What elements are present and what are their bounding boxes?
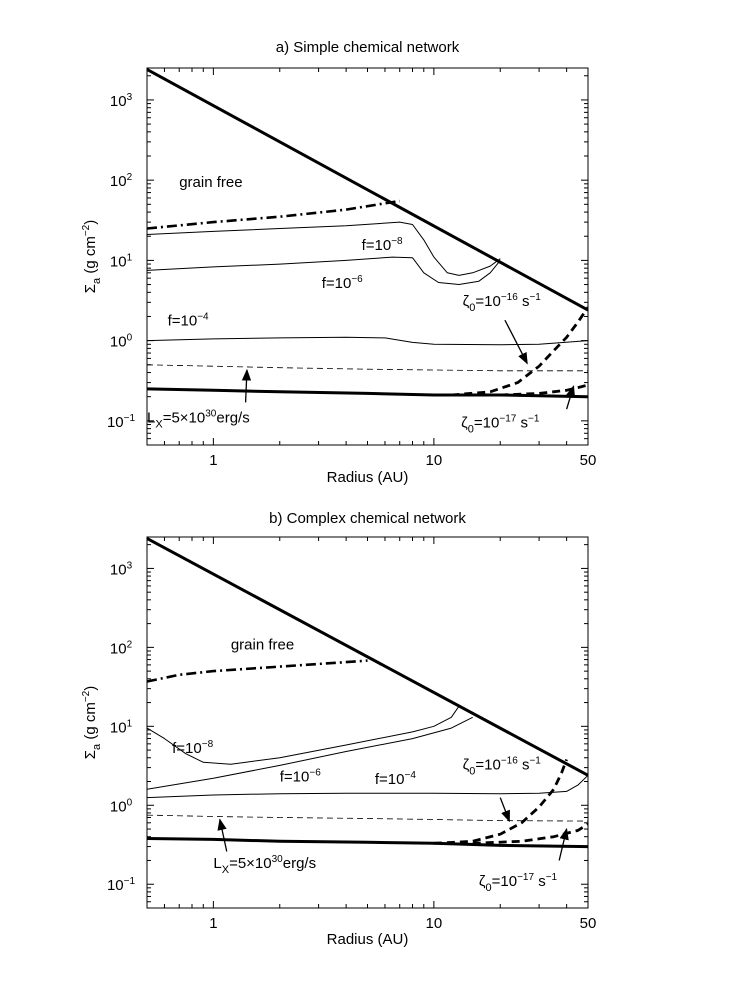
y-tick-label: 101 [110,252,133,270]
annotation-arrow [558,827,569,861]
series-line-thin [147,256,501,285]
series-line-dashed-thick [433,759,568,845]
y-axis-label: Σa (g cm−2) [81,220,103,293]
y-tick-label: 101 [110,718,133,736]
annotation-arrow [566,385,575,410]
annotation-label: grain free [231,636,294,653]
annotation-label: LX=5×1030erg/s [147,409,250,431]
series-line-thick [147,387,588,399]
x-tick-label: 10 [426,915,443,932]
annotation-arrow [504,319,528,365]
series-line-thin [147,774,588,799]
x-axis-label: Radius (AU) [327,931,409,948]
series-line-thick [147,837,588,849]
plot-frame [146,67,589,446]
x-tick-label: 10 [426,452,443,469]
annotation-arrow [499,797,510,823]
y-tick-label: 10−1 [107,876,136,894]
series-line-thick [147,537,588,777]
y-tick-label: 103 [110,92,133,110]
panel-a: a) Simple chemical network 1 10 50 10−1 100 10… [81,39,596,486]
annotation-label: LX=5×1030erg/s [213,854,316,876]
y-tick-label: 103 [110,560,133,578]
annotation-arrow [241,368,252,403]
annotation-label: f=10−8 [362,236,403,254]
panel-b: b) Complex chemical network 1 10 50 10−1 100 1… [81,510,596,948]
series-line-dashed-thick [451,306,588,397]
annotation-label: f=10−4 [168,311,209,329]
y-tick-label: 102 [110,172,133,190]
x-tick-label: 50 [580,915,597,932]
plot-frame [146,536,589,909]
series-group [147,537,588,849]
annotation-label: f=10−8 [172,739,213,757]
series-group [147,68,588,399]
series-line-dashdot [147,199,400,230]
series-line-thin [147,705,460,765]
y-tick-label: 100 [110,333,133,351]
annotation-label: grain free [179,174,242,191]
series-line-dashed-thick [472,822,588,845]
annotation-label: ζ0=10−16 s−1 [463,292,542,314]
series-line-dashed-thin [147,814,588,822]
annotation-label: ζ0=10−17 s−1 [479,872,558,894]
y-tick-label: 102 [110,639,133,657]
series-line-thin [147,336,588,346]
chart-title: b) Complex chemical network [269,510,466,527]
series-line-thick [147,68,588,312]
annotation-label: f=10−4 [375,770,416,788]
series-line-dashdot [147,659,368,683]
y-axis-label: Σa (g cm−2) [81,686,103,759]
series-line-dashed-thin [147,364,588,372]
chart-title: a) Simple chemical network [276,39,460,56]
annotation-label: ζ0=10−16 s−1 [463,755,542,777]
series-line-thin [147,716,473,790]
y-tick-label: 100 [110,797,133,815]
x-tick-label: 1 [209,452,217,469]
annotation-arrow [217,818,228,852]
x-tick-label: 50 [580,452,597,469]
annotation-label: f=10−6 [322,274,363,292]
x-axis-label: Radius (AU) [327,469,409,486]
series-line-dashed-thick [500,383,588,397]
y-tick-label: 10−1 [107,413,136,431]
series-line-thin [147,221,501,276]
x-tick-label: 1 [209,915,217,932]
annotation-label: ζ0=10−17 s−1 [461,413,540,435]
annotation-label: f=10−6 [280,768,321,786]
